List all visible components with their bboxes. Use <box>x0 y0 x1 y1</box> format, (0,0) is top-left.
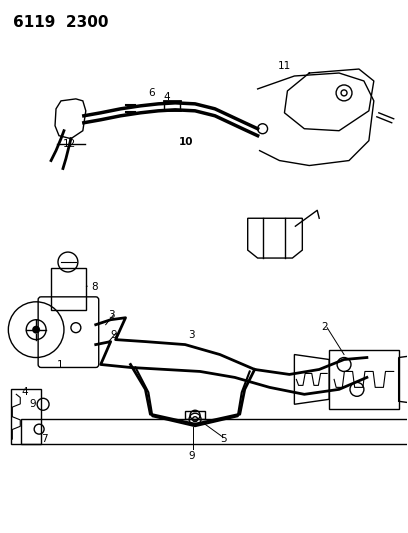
Text: 2: 2 <box>321 322 328 332</box>
Text: 3: 3 <box>188 330 195 340</box>
Text: 4: 4 <box>163 92 170 102</box>
Bar <box>185 411 205 419</box>
Text: 6: 6 <box>149 88 155 98</box>
Text: 9: 9 <box>29 399 36 409</box>
Bar <box>21 419 408 444</box>
Text: 7: 7 <box>41 434 48 444</box>
Text: 6119  2300: 6119 2300 <box>13 15 109 30</box>
Text: 5: 5 <box>220 434 226 444</box>
Bar <box>11 389 41 444</box>
Text: 9: 9 <box>111 330 117 340</box>
Text: 4: 4 <box>21 387 28 398</box>
Text: 3: 3 <box>109 310 115 320</box>
Text: 8: 8 <box>91 282 98 292</box>
Text: 1: 1 <box>57 360 64 369</box>
Circle shape <box>32 326 40 334</box>
Text: 11: 11 <box>277 61 291 71</box>
Text: 10: 10 <box>179 136 194 147</box>
Text: 9: 9 <box>188 451 195 461</box>
Text: 12: 12 <box>63 139 76 149</box>
